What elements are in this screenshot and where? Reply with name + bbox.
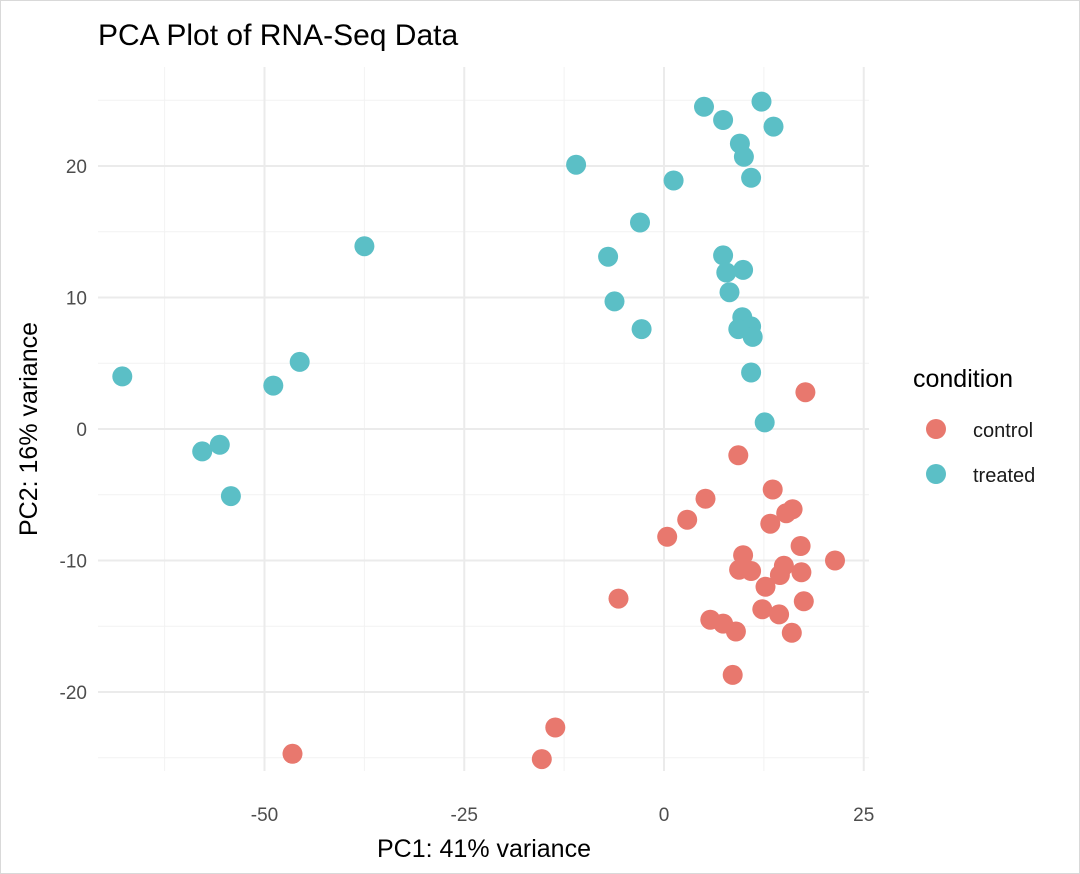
point-treated: [713, 110, 734, 130]
point-treated: [112, 366, 133, 387]
point-control: [657, 526, 678, 547]
point-treated: [694, 96, 714, 117]
point-treated: [754, 412, 775, 433]
tick-labels: -50 -25 0 25 -20 -10 0 10 20: [60, 157, 875, 826]
y-tick-label: 0: [76, 420, 87, 441]
point-control: [760, 513, 781, 534]
y-tick-label: -10: [60, 552, 87, 573]
point-treated: [598, 246, 619, 267]
chart-title: PCA Plot of RNA-Seq Data: [98, 19, 458, 52]
point-control: [769, 565, 790, 585]
point-control: [825, 550, 845, 571]
point-control: [728, 445, 749, 466]
point-control: [795, 382, 816, 403]
point-control: [695, 488, 716, 509]
x-tick-label: -50: [251, 805, 278, 826]
point-treated: [192, 441, 213, 462]
point-treated: [716, 262, 737, 283]
point-treated: [741, 362, 762, 383]
x-tick-label: -25: [451, 805, 478, 826]
legend-label-treated: treated: [973, 465, 1035, 487]
y-axis-title: PC2: 16% variance: [15, 322, 43, 536]
point-treated: [733, 259, 754, 280]
point-control: [531, 749, 552, 770]
legend: condition control treated: [913, 365, 1035, 487]
y-tick-label: 10: [66, 289, 87, 310]
legend-title: condition: [913, 365, 1013, 393]
x-tick-label: 0: [659, 805, 670, 826]
point-treated: [289, 351, 310, 372]
point-control: [741, 561, 762, 581]
point-treated: [719, 282, 740, 303]
point-control: [755, 576, 776, 597]
point-control: [793, 591, 814, 612]
point-control: [608, 588, 629, 609]
point-treated: [733, 146, 754, 167]
point-treated: [713, 245, 734, 266]
legend-key-treated: [926, 464, 946, 484]
point-treated: [604, 291, 625, 312]
point-treated: [742, 326, 763, 347]
point-treated: [566, 154, 587, 175]
x-axis-title: PC1: 41% variance: [377, 835, 591, 863]
point-control: [282, 743, 303, 764]
point-treated: [631, 319, 652, 340]
legend-label-control: control: [973, 420, 1033, 442]
point-control: [722, 664, 743, 685]
point-control: [781, 622, 802, 643]
x-tick-label: 25: [853, 805, 874, 826]
point-control: [762, 479, 783, 500]
point-treated: [741, 167, 762, 188]
point-control: [545, 717, 566, 738]
point-control: [725, 621, 746, 642]
y-tick-label: -20: [60, 683, 87, 704]
point-control: [791, 562, 812, 583]
point-control: [790, 536, 811, 556]
y-tick-label: 20: [66, 157, 87, 178]
point-treated: [763, 116, 784, 137]
point-treated: [751, 91, 772, 112]
point-treated: [354, 236, 375, 257]
point-control: [677, 509, 698, 530]
point-control: [769, 604, 790, 625]
point-control: [752, 599, 773, 620]
point-treated: [663, 170, 684, 191]
point-treated: [263, 375, 284, 396]
legend-key-control: [926, 419, 946, 439]
point-treated: [209, 434, 230, 455]
data-points: [112, 91, 845, 770]
grid: [98, 67, 869, 771]
point-control: [776, 503, 797, 524]
point-treated: [630, 212, 650, 233]
point-treated: [220, 486, 241, 507]
